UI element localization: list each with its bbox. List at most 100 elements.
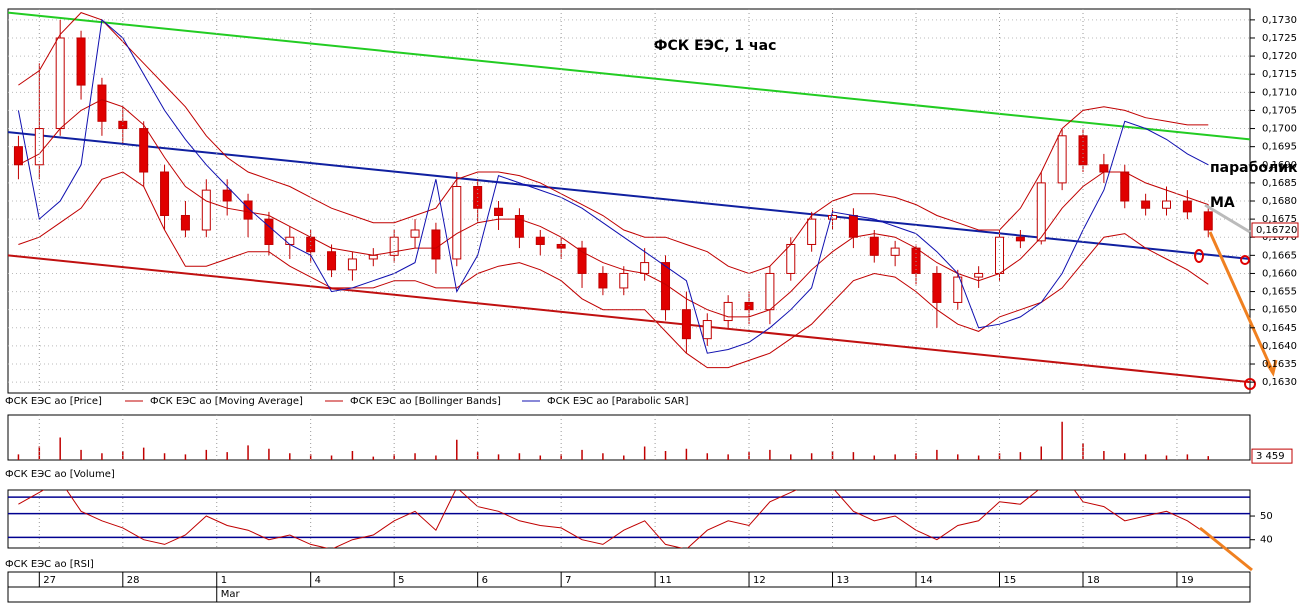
candle-body	[285, 236, 295, 245]
candle-body	[1120, 171, 1130, 202]
last-price-label: 0,16720	[1256, 225, 1297, 236]
y-tick-label: 0,1630	[1262, 377, 1297, 388]
x-tick-label: 15	[1004, 575, 1017, 586]
candle-body	[1078, 135, 1088, 166]
panel-label: ФСК ЕЭС ао [RSI]	[5, 559, 94, 570]
y-tick-label: 0,1675	[1262, 214, 1297, 225]
candle-body	[681, 309, 691, 340]
marker-circle	[1244, 378, 1256, 390]
candle-body	[786, 243, 796, 274]
candle-body	[932, 272, 942, 303]
legend-entry: ФСК ЕЭС ао [Parabolic SAR]	[547, 396, 689, 407]
y-tick-label: 0,1690	[1262, 160, 1297, 171]
candle-body	[1099, 164, 1109, 173]
candle-body	[347, 258, 357, 271]
rsi-line	[18, 490, 1209, 548]
bollinger-lower	[18, 171, 1209, 369]
candle-body	[995, 236, 1005, 274]
forecast-arrow	[1208, 231, 1274, 371]
candle-body	[97, 84, 107, 122]
y-tick-label: 0,1650	[1262, 305, 1297, 316]
x-tick-label: 4	[315, 575, 321, 586]
candle-body	[264, 218, 274, 245]
candle-body	[410, 229, 420, 238]
candle-body	[368, 254, 378, 260]
x-tick-label: 12	[753, 575, 766, 586]
candle-body	[1036, 182, 1046, 242]
y-tick-label: 0,1680	[1262, 196, 1297, 207]
panel-label: ФСК ЕЭС ао [Volume]	[5, 469, 115, 480]
marker-circle	[1240, 255, 1250, 265]
annotation: MA	[1210, 195, 1235, 211]
candle-body	[55, 37, 65, 130]
candle-body	[869, 236, 879, 256]
y-tick-label: 0,1720	[1262, 51, 1297, 62]
candle-body	[1182, 200, 1192, 213]
candle-body	[577, 247, 587, 274]
month-label: Mar	[221, 589, 241, 600]
rsi-forecast-arrow	[1199, 526, 1253, 572]
y-tick-label: 0,1700	[1262, 124, 1297, 135]
y-tick-label: 0,1655	[1262, 287, 1297, 298]
candle-body	[556, 243, 566, 249]
price-plot	[8, 11, 1250, 384]
candle-body	[974, 272, 984, 278]
last-volume-label: 3 459	[1256, 451, 1285, 462]
candle-body	[76, 37, 86, 86]
x-tick-label: 18	[1087, 575, 1100, 586]
candle-body	[118, 120, 128, 130]
x-tick-label: 19	[1181, 575, 1194, 586]
legend-entry: ФСК ЕЭС ао [Price]	[5, 396, 102, 407]
candle-body	[807, 218, 817, 245]
rsi-plot	[8, 490, 1250, 548]
candle-body	[598, 272, 608, 289]
candle-body	[222, 189, 232, 202]
candle-body	[1015, 236, 1025, 242]
bollinger-upper	[18, 12, 1209, 275]
y-tick-label: 0,1710	[1262, 87, 1297, 98]
y-tick-label: 0,1730	[1262, 15, 1297, 26]
candle-body	[723, 301, 733, 322]
x-tick-label: 27	[43, 575, 56, 586]
last-volume-box	[1251, 448, 1293, 464]
x-tick-label: 6	[482, 575, 488, 586]
y-tick-label: 0,1665	[1262, 250, 1297, 261]
candle-body	[953, 276, 963, 303]
candle-body	[890, 247, 900, 256]
candle-body	[744, 301, 754, 311]
candle-body	[514, 214, 524, 238]
y-tick-label: 40	[1260, 535, 1273, 546]
y-tick-label: 0,1715	[1262, 69, 1297, 80]
y-tick-label: 0,1695	[1262, 142, 1297, 153]
x-tick-label: 11	[659, 575, 672, 586]
last-price-box	[1251, 222, 1299, 238]
candle-body	[1162, 200, 1172, 209]
candle-body	[431, 229, 441, 260]
candle-body	[765, 272, 775, 311]
candle-body	[327, 251, 337, 271]
candle-body	[160, 171, 170, 216]
volume-plot	[17, 421, 1210, 460]
moving-average	[18, 99, 1209, 318]
legend-entry: ФСК ЕЭС ао [Bollinger Bands]	[350, 396, 501, 407]
candle-body	[452, 186, 462, 260]
parabolic-sar	[17, 18, 1209, 354]
x-tick-label: 7	[565, 575, 571, 586]
annotation: параболик	[1210, 160, 1298, 176]
y-tick-label: 50	[1260, 511, 1273, 522]
candle-body	[535, 236, 545, 245]
y-tick-label: 0,1635	[1262, 359, 1297, 370]
candle-body	[661, 262, 671, 311]
x-tick-label: 14	[920, 575, 933, 586]
y-tick-label: 0,1640	[1262, 341, 1297, 352]
overlay: ФСК ЕЭС, 1 час параболик MA ФСК ЕЭС ао […	[5, 9, 1299, 602]
x-tick-label: 5	[398, 575, 404, 586]
candle-body	[1203, 211, 1213, 231]
x-tick-label: 1	[221, 575, 227, 586]
candle-body	[619, 272, 629, 289]
y-tick-label: 0,1685	[1262, 178, 1297, 189]
candle-body	[1057, 135, 1067, 184]
candle-body	[848, 214, 858, 238]
